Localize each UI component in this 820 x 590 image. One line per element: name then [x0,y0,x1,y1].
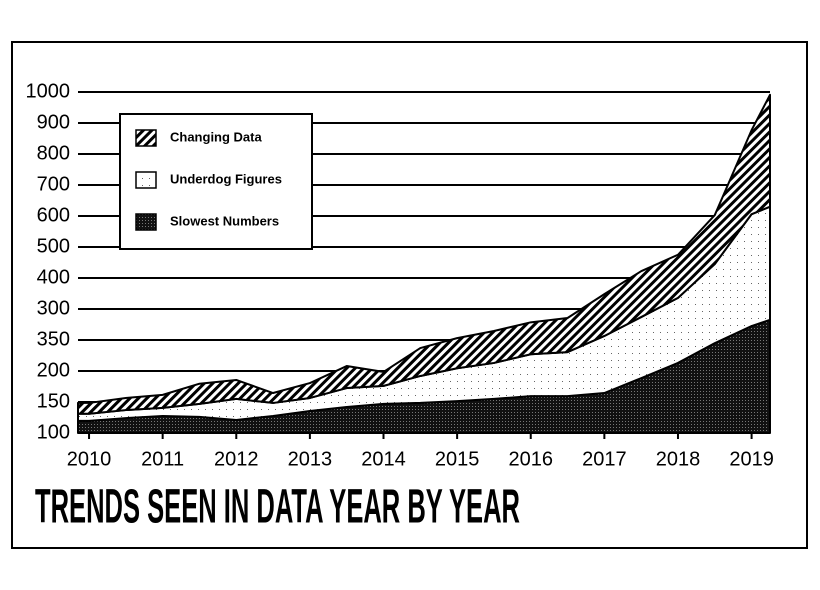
area [77,93,771,415]
legend-swatch [135,129,157,147]
y-tick-label: 100 [37,421,70,443]
x-tick-label: 2019 [729,448,774,470]
frame [11,41,808,549]
x-tick-label: 2015 [435,448,480,470]
y-tick-label: 600 [37,204,70,226]
y-tick-label: 350 [37,328,70,350]
x-tick-label: 2018 [656,448,701,470]
y-tick-label: 200 [37,359,70,381]
y-tick-label: 500 [37,235,70,257]
x-tick-label: 2012 [214,448,259,470]
x-tick-label: 2017 [582,448,627,470]
y-tick-label: 150 [37,390,70,412]
x-tick-label: 2011 [141,448,184,470]
legend-swatch [135,171,157,189]
chart-title: TRENDS SEEN IN DATA YEAR BY YEAR [35,481,520,534]
legend-label: Slowest Numbers [170,213,279,228]
y-tick-label: 300 [37,297,70,319]
y-tick-label: 800 [37,142,70,164]
legend: Changing Data Underdog Figures Slowest Num… [119,113,313,250]
y-tick-label: 1000 [26,80,71,102]
x-tick-label: 2010 [67,448,112,470]
legend-swatch [135,213,157,231]
x-tick-label: 2016 [508,448,553,470]
x-tick-label: 2013 [288,448,333,470]
legend-label: Underdog Figures [170,171,282,186]
legend-label: Changing Data [170,129,262,144]
x-tick-label: 2014 [361,448,406,470]
y-tick-label: 900 [37,111,70,133]
y-tick-label: 400 [37,266,70,288]
y-tick-label: 700 [37,173,70,195]
